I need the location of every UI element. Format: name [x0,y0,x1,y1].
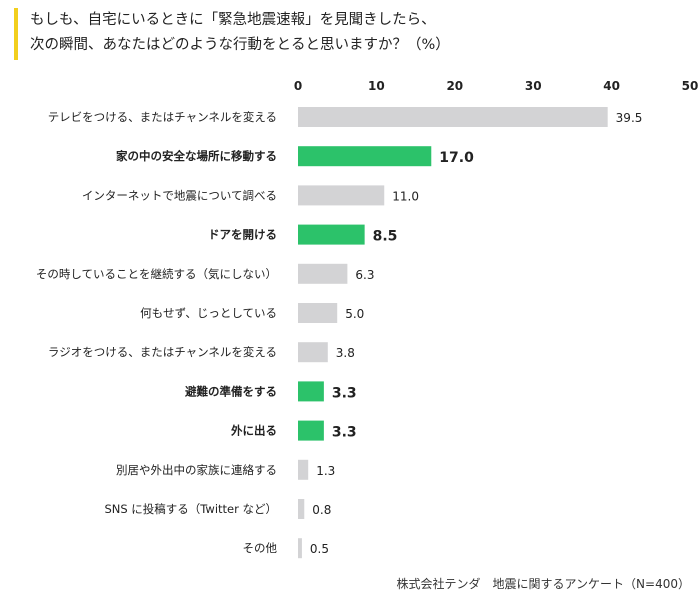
chart-title-line-1: もしも、自宅にいるときに「緊急地震速報」を見聞きしたら、 [30,12,436,28]
title-accent-bar [14,8,18,60]
value-label: 3.3 [332,385,357,401]
bar-highlighted [298,146,432,167]
value-label: 3.8 [336,346,355,360]
chart-title-line-2: 次の瞬間、あなたはどのような行動をとると思いますか？（%） [30,37,450,53]
bar [298,538,302,559]
value-label: 3.3 [332,425,357,441]
x-tick-label: 20 [446,79,463,93]
value-label: 0.8 [312,503,331,517]
category-label: ドアを開ける [208,228,277,242]
category-label: インターネットで地震について調べる [82,188,277,202]
bar [298,263,348,284]
bar-highlighted [298,381,324,402]
category-label: テレビをつける、またはチャンネルを変える [48,110,277,124]
x-tick-label: 0 [294,79,302,93]
value-label: 39.5 [616,111,643,125]
value-label: 17.0 [439,150,474,166]
bar-highlighted [298,420,324,441]
source-footer: 株式会社テンダ 地震に関するアンケート（N=400） [396,577,690,591]
value-label: 8.5 [373,229,398,245]
value-label: 5.0 [345,307,364,321]
category-label: ラジオをつける、またはチャンネルを変える [48,345,277,359]
category-label: その他 [243,541,278,555]
x-tick-label: 10 [368,79,385,93]
category-label: その時していることを継続する（気にしない） [36,267,277,281]
x-tick-label: 40 [603,79,620,93]
bar [298,499,305,519]
value-label: 6.3 [355,268,374,282]
category-label: SNS に投稿する（Twitter など） [104,502,277,516]
value-label: 1.3 [316,464,335,478]
category-label: 避難の準備をする [185,384,277,398]
category-label: 別居や外出中の家族に連絡する [116,463,277,477]
bar [298,342,328,363]
chart-title: もしも、自宅にいるときに「緊急地震速報」を見聞きしたら、 次の瞬間、あなたはどの… [30,8,690,58]
x-tick-label: 30 [525,79,542,93]
x-tick-label: 50 [682,79,699,93]
bar [298,185,385,206]
bar [298,303,338,323]
category-label: 外に出る [230,424,277,438]
category-label: 何もせず、じっとしている [140,306,277,320]
value-label: 11.0 [392,189,419,203]
bar-highlighted [298,224,365,245]
bar [298,107,608,127]
value-label: 0.5 [310,542,329,556]
category-label: 家の中の安全な場所に移動する [116,149,277,163]
bar [298,459,309,480]
